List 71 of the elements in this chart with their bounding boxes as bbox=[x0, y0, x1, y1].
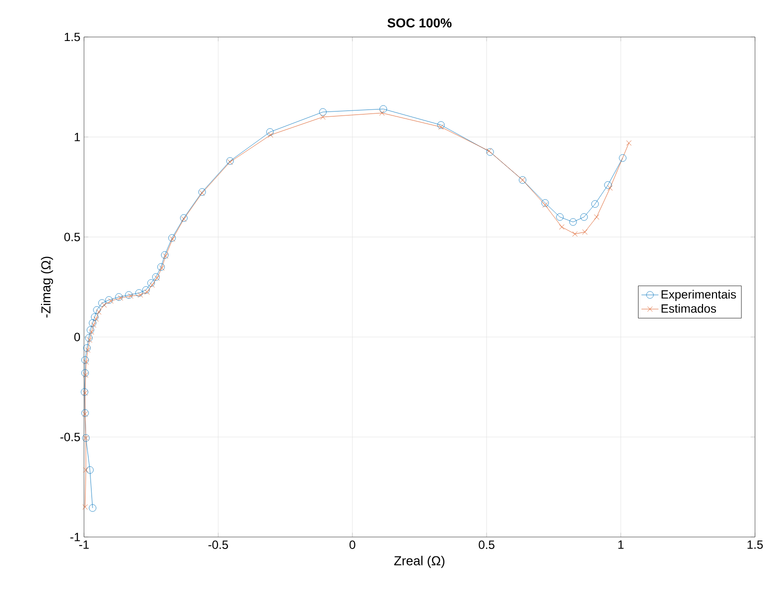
point bbox=[125, 291, 133, 299]
point bbox=[142, 286, 150, 294]
point bbox=[607, 185, 613, 191]
point bbox=[86, 466, 94, 474]
point bbox=[266, 128, 274, 136]
point bbox=[319, 108, 327, 116]
point bbox=[604, 181, 612, 189]
y-tick-label: -0.5 bbox=[60, 432, 80, 442]
point bbox=[144, 289, 150, 295]
point bbox=[88, 319, 96, 327]
y-tick-label: 1 bbox=[74, 132, 80, 142]
point bbox=[115, 293, 123, 301]
point bbox=[88, 329, 94, 335]
point bbox=[98, 299, 106, 307]
point bbox=[594, 214, 600, 220]
point bbox=[150, 282, 155, 288]
chart-title: SOC 100% bbox=[387, 18, 452, 28]
point bbox=[82, 372, 88, 378]
point bbox=[85, 334, 93, 342]
y-tick-label: -1 bbox=[70, 532, 80, 542]
point bbox=[86, 337, 92, 343]
point bbox=[88, 504, 96, 512]
y-tick-label: 0 bbox=[74, 332, 80, 342]
point bbox=[83, 359, 89, 365]
point bbox=[559, 224, 564, 230]
point bbox=[138, 292, 144, 298]
point bbox=[85, 347, 90, 353]
point bbox=[626, 140, 632, 146]
y-tick-label: 0.5 bbox=[64, 232, 80, 242]
x-tick-label: 1.5 bbox=[748, 540, 763, 549]
point bbox=[93, 306, 101, 314]
legend-label: Estimados bbox=[662, 304, 716, 313]
point bbox=[380, 105, 387, 113]
point bbox=[91, 313, 98, 321]
x-tick-label: 1 bbox=[618, 540, 624, 549]
point bbox=[147, 279, 155, 287]
point bbox=[105, 296, 113, 304]
x-tick-label: -0.5 bbox=[208, 540, 228, 549]
legend-label: Experimentais bbox=[662, 290, 736, 301]
point bbox=[93, 316, 99, 322]
point bbox=[83, 467, 89, 473]
point bbox=[569, 218, 577, 226]
y-axis-title: -Zimag (Ω) bbox=[40, 256, 54, 318]
point bbox=[90, 322, 96, 328]
point bbox=[438, 124, 444, 130]
point bbox=[591, 200, 599, 208]
point bbox=[541, 199, 549, 207]
point bbox=[580, 213, 588, 221]
point bbox=[619, 154, 626, 162]
point bbox=[542, 202, 548, 208]
point bbox=[437, 121, 445, 129]
point bbox=[82, 504, 88, 510]
point bbox=[128, 293, 134, 299]
point bbox=[268, 132, 274, 138]
point bbox=[108, 298, 114, 304]
point bbox=[572, 231, 578, 237]
y-tick-label: 1.5 bbox=[64, 32, 80, 42]
point bbox=[86, 326, 94, 334]
point bbox=[582, 229, 588, 235]
x-tick-label: 0.5 bbox=[478, 540, 494, 549]
point bbox=[96, 309, 102, 315]
point bbox=[83, 344, 91, 352]
point bbox=[135, 289, 143, 297]
x-axis-title: Zreal (Ω) bbox=[394, 556, 444, 568]
point bbox=[379, 110, 385, 116]
x-tick-label: 0 bbox=[350, 540, 356, 549]
point bbox=[556, 213, 564, 221]
point bbox=[81, 356, 89, 364]
point bbox=[101, 302, 107, 308]
point bbox=[320, 114, 326, 120]
point bbox=[81, 369, 89, 377]
